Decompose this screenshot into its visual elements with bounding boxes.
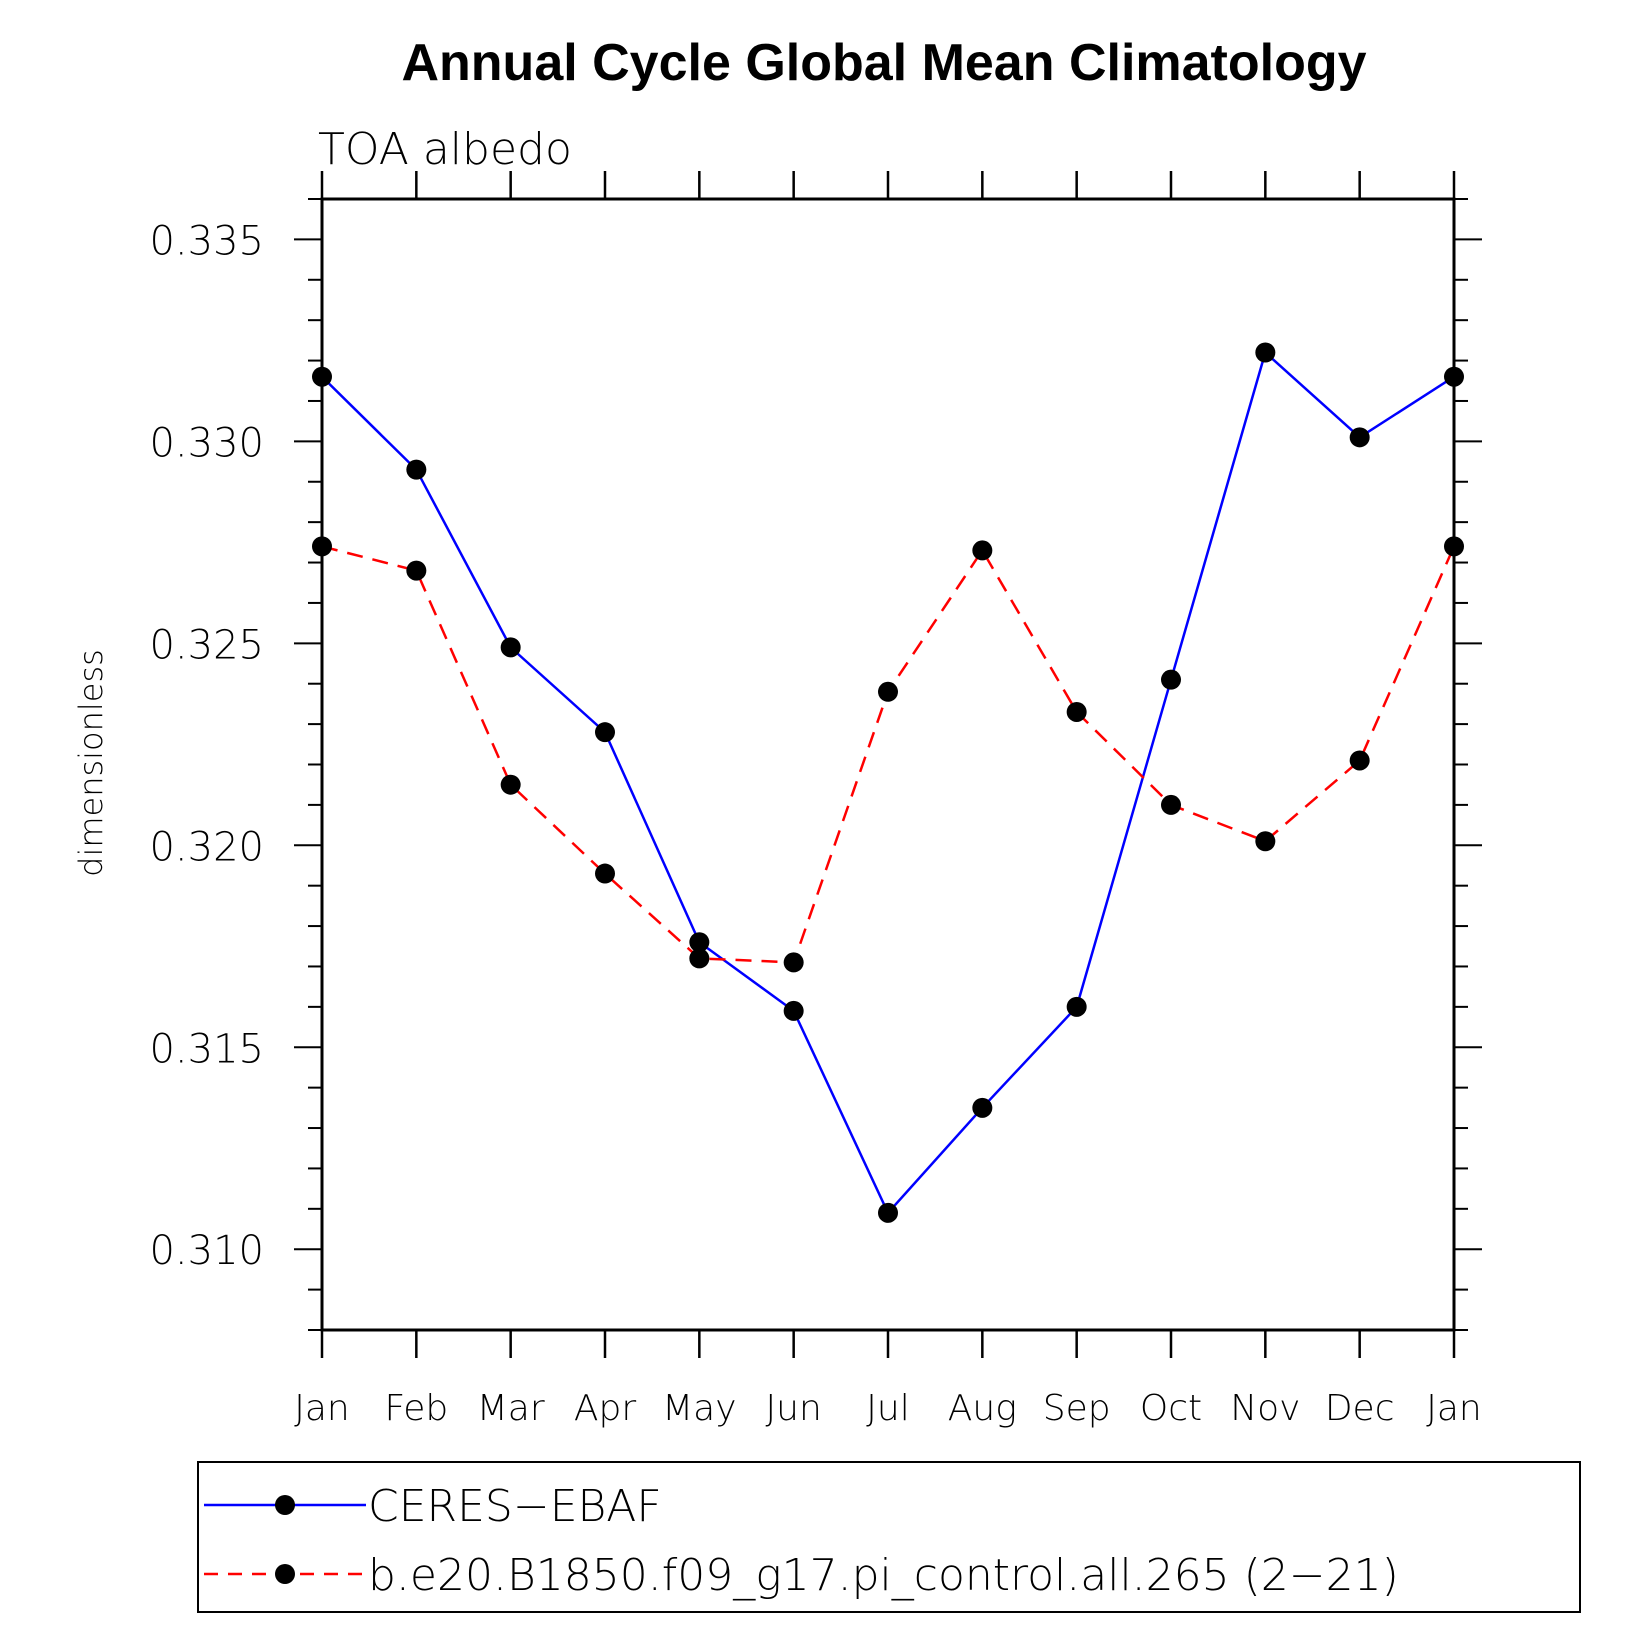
data-point-series-0	[878, 1202, 898, 1223]
data-point-series-1	[1255, 831, 1276, 852]
plot-frame	[320, 197, 1456, 1332]
data-point-series-1	[1349, 750, 1370, 771]
y-tick-label: 0.335	[149, 218, 264, 264]
data-point-series-1	[406, 560, 427, 581]
x-tick-labels: Jan Feb Mar Apr May Jun Jul Aug Sep Oct Nov Dec Jan	[294, 1388, 1482, 1429]
data-point-series-0	[406, 459, 427, 480]
data-point-series-0	[1255, 342, 1276, 363]
y-tick-label: 0.310	[149, 1228, 264, 1274]
chart-subtitle: TOA albedo	[318, 124, 572, 175]
data-point-series-0	[500, 637, 521, 658]
series-line-0	[321, 350, 1455, 1216]
legend-marker-model	[275, 1564, 295, 1584]
data-point-series-0	[783, 1000, 804, 1021]
x-tick-label: Jan	[294, 1388, 350, 1429]
x-tick-label: May	[662, 1388, 736, 1429]
x-tick-label: Jun	[766, 1388, 822, 1429]
x-tick-label: Jan	[1426, 1388, 1482, 1429]
legend-box	[197, 1461, 1581, 1613]
y-tick-label: 0.330	[149, 420, 264, 466]
legend-marker-ceres	[275, 1495, 295, 1515]
series-line-1	[321, 545, 1456, 964]
ticks-layer	[294, 171, 1482, 1358]
x-tick-label: Aug	[948, 1388, 1017, 1429]
data-point-series-1	[972, 540, 993, 561]
data-point-series-0	[972, 1097, 993, 1118]
x-tick-label: Sep	[1043, 1388, 1111, 1429]
x-tick-label: Apr	[574, 1388, 636, 1429]
data-point-series-1	[689, 948, 710, 969]
data-point-series-0	[1349, 427, 1370, 448]
y-axis-label: dimensionless	[72, 649, 110, 877]
data-point-series-0	[1066, 996, 1087, 1017]
data-point-series-1	[595, 863, 615, 884]
x-tick-label: Nov	[1230, 1388, 1300, 1429]
legend-label-model: b.e20.B1850.f09_g17.pi_control.all.265 (…	[368, 1550, 1399, 1601]
x-tick-label: Feb	[384, 1388, 448, 1429]
data-point-series-0	[1161, 669, 1181, 690]
chart-title: Annual Cycle Global Mean Climatology	[401, 34, 1366, 92]
data-point-series-1	[1161, 794, 1181, 815]
data-point-series-1	[783, 952, 804, 973]
data-point-series-1	[500, 774, 521, 795]
data-point-series-0	[595, 722, 615, 743]
data-point-series-1	[878, 681, 898, 702]
legend-label-ceres: CERES−EBAF	[368, 1481, 662, 1532]
x-tick-label: Oct	[1140, 1388, 1202, 1429]
data-point-series-1	[1066, 701, 1087, 722]
y-tick-label: 0.325	[149, 622, 264, 668]
x-tick-label: Jul	[866, 1388, 909, 1429]
data-point-series-0	[689, 932, 710, 953]
y-tick-label: 0.320	[149, 824, 264, 870]
x-tick-label: Dec	[1325, 1388, 1395, 1429]
series-layer	[312, 342, 1464, 1223]
y-tick-label: 0.315	[149, 1026, 264, 1072]
legend: CERES−EBAF b.e20.B1850.f09_g17.pi_contro…	[197, 1461, 1581, 1613]
x-tick-label: Mar	[477, 1388, 545, 1429]
y-tick-labels: 0.310 0.315 0.320 0.325 0.330 0.335	[149, 218, 264, 1274]
